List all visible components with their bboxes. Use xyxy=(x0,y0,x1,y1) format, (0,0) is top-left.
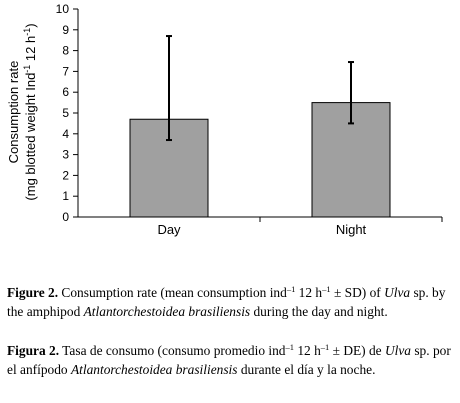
y-axis-label-line1: Consumption rate xyxy=(6,61,21,164)
y-tick-label: 10 xyxy=(56,2,70,16)
y-tick-label: 6 xyxy=(62,85,69,99)
y-axis-label-line2: (mg blotted weight Ind-1 12 h-1) xyxy=(22,23,38,200)
category-labels: Day Night xyxy=(157,222,366,237)
error-bars xyxy=(166,35,354,142)
y-tick-label: 2 xyxy=(62,168,69,182)
bar-chart: 0 1 2 3 4 5 6 7 8 9 10 Day Night Consumption rate (… xyxy=(6,2,443,237)
category-label-day: Day xyxy=(157,222,181,237)
figure-caption-spanish: Figura 2. Tasa de consumo (consumo prome… xyxy=(7,342,451,377)
y-tick-label: 5 xyxy=(62,106,69,120)
category-label-night: Night xyxy=(336,222,367,237)
figure-caption-english: Figure 2. Consumption rate (mean consump… xyxy=(7,284,446,319)
bars xyxy=(129,102,443,222)
y-tick-label: 9 xyxy=(62,23,69,37)
y-tick-label: 1 xyxy=(62,189,69,203)
y-tick-label: 7 xyxy=(62,64,69,78)
y-ticks: 0 1 2 3 4 5 6 7 8 9 10 xyxy=(56,2,78,224)
y-tick-label: 0 xyxy=(62,210,69,224)
y-tick-label: 4 xyxy=(62,127,69,141)
y-tick-label: 3 xyxy=(62,148,69,162)
y-tick-label: 8 xyxy=(62,44,69,58)
